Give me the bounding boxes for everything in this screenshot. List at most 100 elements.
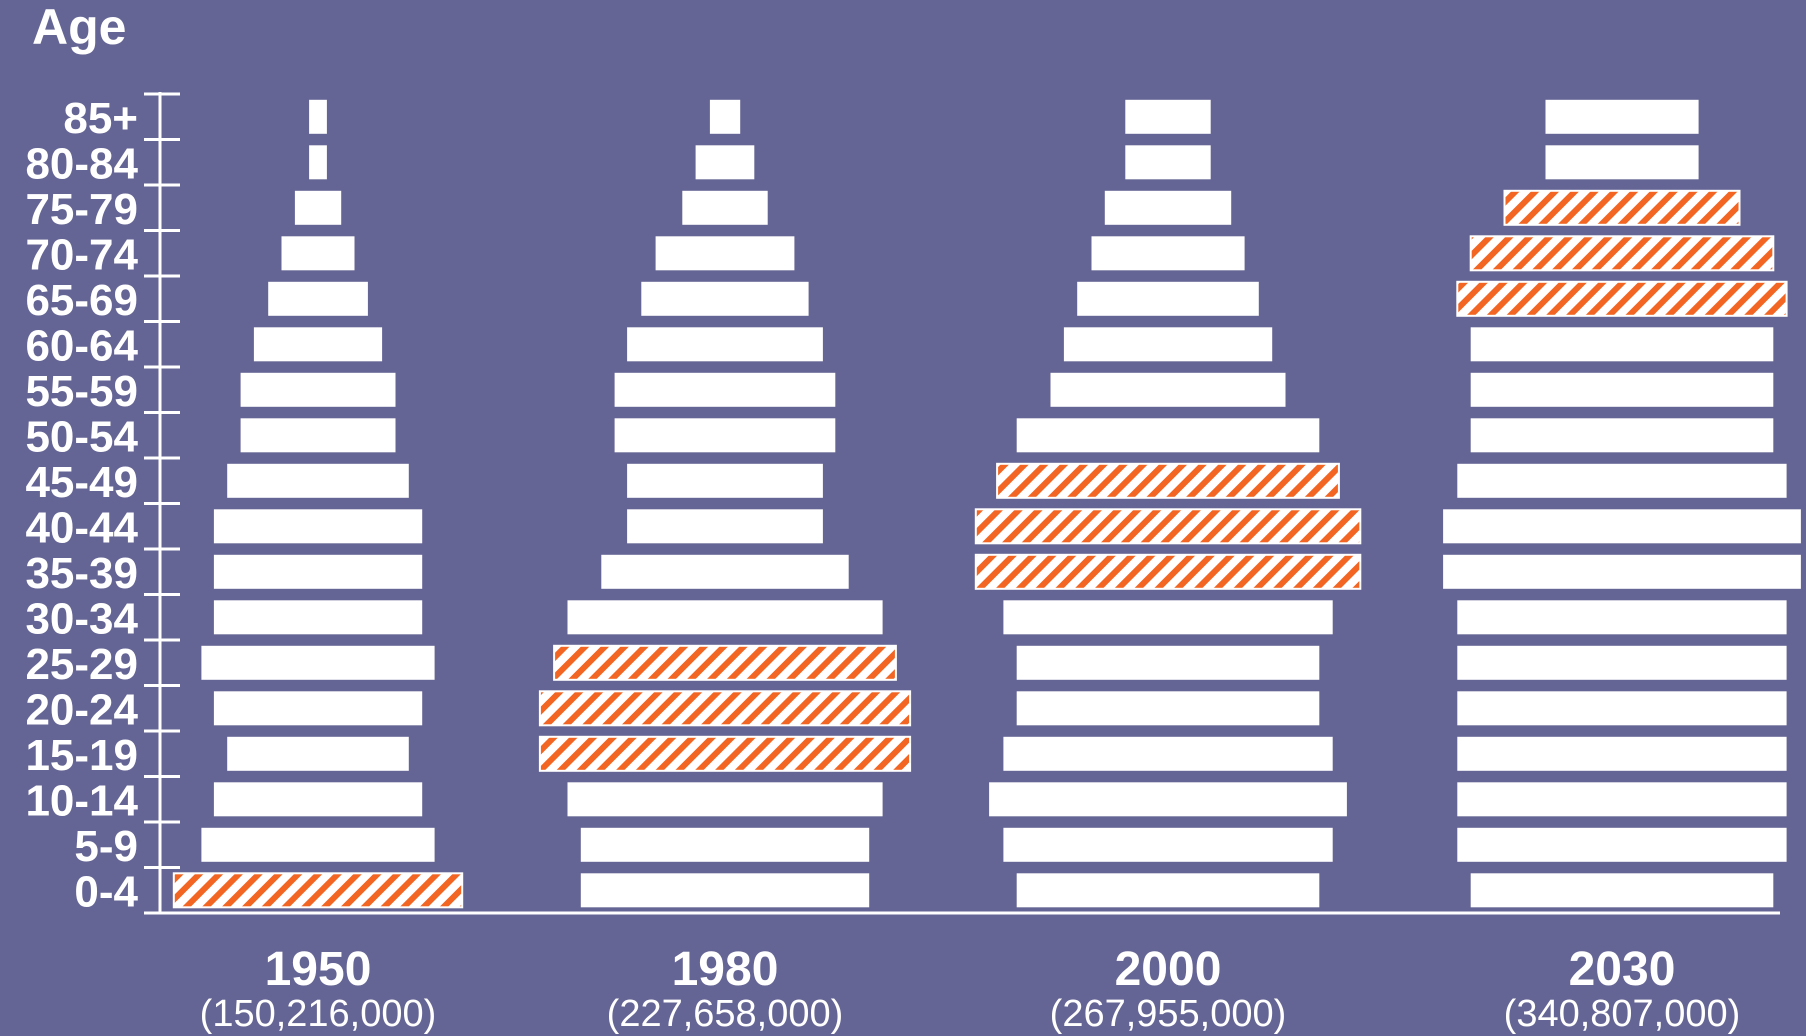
bar <box>1104 190 1232 225</box>
bar <box>580 873 870 908</box>
panel-population-label: (227,658,000) <box>607 993 844 1035</box>
bar <box>1443 554 1801 589</box>
y-axis-title: Age <box>32 0 126 55</box>
bar <box>614 372 836 407</box>
y-tick-label: 20-24 <box>25 685 138 734</box>
bar <box>1457 691 1787 726</box>
bar <box>227 463 409 498</box>
bar <box>601 554 849 589</box>
bar <box>1125 99 1211 134</box>
bar <box>227 736 409 771</box>
bar <box>641 281 809 316</box>
y-tick-label: 85+ <box>63 94 138 143</box>
bar <box>1077 281 1259 316</box>
bar-highlighted <box>1503 189 1741 226</box>
bar <box>281 236 355 271</box>
y-tick-label: 40-44 <box>25 503 138 552</box>
y-tick-label: 5-9 <box>74 822 138 871</box>
panel-1980 <box>538 99 912 908</box>
y-tick-label: 65-69 <box>25 276 138 325</box>
bar <box>567 782 883 817</box>
y-axis: 0-45-910-1415-1920-2425-2930-3435-3940-4… <box>25 92 1780 916</box>
bar <box>627 327 823 362</box>
panel-year-label: 1950 <box>265 943 372 996</box>
bar <box>294 190 342 225</box>
bar <box>614 418 836 453</box>
bar <box>627 463 823 498</box>
panel-1950 <box>172 99 464 909</box>
y-tick-label: 75-79 <box>25 185 138 234</box>
bar-highlighted <box>974 508 1362 545</box>
bar <box>1470 327 1774 362</box>
panel-population-label: (340,807,000) <box>1504 993 1741 1035</box>
bar-highlighted <box>996 462 1340 499</box>
bar <box>201 827 435 862</box>
bar <box>1063 327 1273 362</box>
y-tick-label: 50-54 <box>25 412 138 461</box>
bar <box>213 600 423 635</box>
bars-layer <box>172 99 1801 909</box>
bar <box>567 600 883 635</box>
bar <box>1457 782 1787 817</box>
bar <box>240 372 396 407</box>
panel-population-label: (267,955,000) <box>1050 993 1287 1035</box>
bar <box>709 99 741 134</box>
bar <box>1470 418 1774 453</box>
bar <box>1016 873 1320 908</box>
bar <box>1545 99 1699 134</box>
bar <box>240 418 396 453</box>
panel-year-label: 2000 <box>1115 943 1222 996</box>
panel-2000 <box>974 99 1362 908</box>
y-tick-label: 30-34 <box>25 594 138 643</box>
bar <box>201 645 435 680</box>
bar <box>682 190 768 225</box>
y-tick-label: 15-19 <box>25 731 138 780</box>
bar-highlighted <box>538 735 912 772</box>
bar <box>1050 372 1286 407</box>
bar <box>1470 372 1774 407</box>
y-tick-label: 80-84 <box>25 139 138 188</box>
panel-year-label: 2030 <box>1569 943 1676 996</box>
bar <box>309 145 327 180</box>
bar <box>1457 827 1787 862</box>
bar <box>268 281 368 316</box>
bar <box>1016 691 1320 726</box>
bar <box>213 509 423 544</box>
panel-2030 <box>1443 99 1801 908</box>
bar <box>1457 600 1787 635</box>
bar-highlighted <box>1469 235 1775 272</box>
bar-highlighted <box>172 872 464 909</box>
y-tick-label: 35-39 <box>25 549 138 598</box>
bar <box>213 782 423 817</box>
y-tick-label: 45-49 <box>25 458 138 507</box>
bar <box>1016 645 1320 680</box>
bar <box>1545 145 1699 180</box>
bar <box>580 827 870 862</box>
bar-highlighted <box>1456 280 1788 317</box>
panel-population-label: (150,216,000) <box>200 993 437 1035</box>
bar <box>1457 645 1787 680</box>
bar <box>1457 736 1787 771</box>
bar <box>253 327 383 362</box>
bar <box>655 236 795 271</box>
y-tick-label: 25-29 <box>25 640 138 689</box>
y-tick-label: 0-4 <box>74 867 138 916</box>
bar <box>1457 463 1787 498</box>
bar <box>1125 145 1211 180</box>
bar-highlighted <box>974 553 1362 590</box>
bar <box>1003 736 1333 771</box>
bar <box>213 554 423 589</box>
bar <box>989 782 1347 817</box>
bar <box>627 509 823 544</box>
bar <box>1470 873 1774 908</box>
y-tick-label: 55-59 <box>25 367 138 416</box>
bar <box>1443 509 1801 544</box>
panel-year-label: 1980 <box>672 943 779 996</box>
bar-highlighted <box>538 690 912 727</box>
bar <box>1016 418 1320 453</box>
y-tick-label: 60-64 <box>25 321 138 370</box>
panel-labels: 1950(150,216,000) 1980(227,658,000) 2000(2… <box>200 943 1741 1035</box>
bar-highlighted <box>553 644 897 681</box>
y-tick-label: 70-74 <box>25 230 138 279</box>
